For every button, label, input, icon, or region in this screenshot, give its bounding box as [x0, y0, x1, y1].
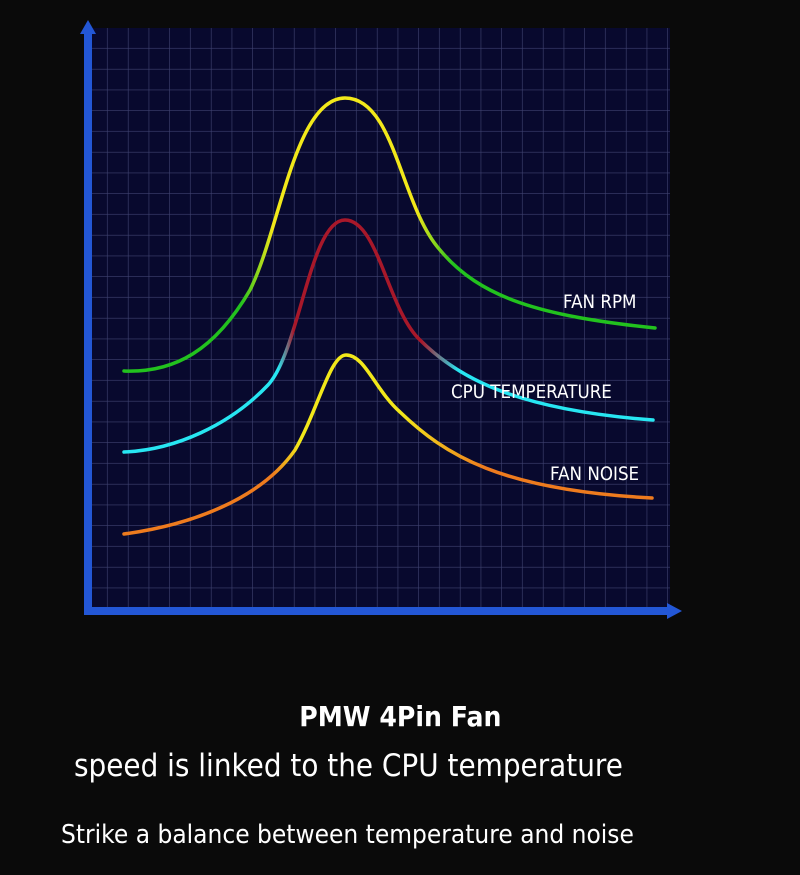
- caption-subtitle-text: speed is linked to the CPU temperature: [74, 748, 623, 784]
- label-fan-noise: FAN NOISE: [550, 463, 640, 485]
- caption-title-text: PMW 4Pin Fan: [298, 700, 502, 733]
- chart-canvas: [80, 20, 682, 619]
- label-cpu-temperature: CPU TEMPERATURE: [451, 381, 612, 403]
- x-axis-arrow-icon: [667, 603, 682, 619]
- chart-grid: [88, 28, 670, 612]
- caption-subtitle: speed is linked to the CPU temperature: [74, 748, 684, 784]
- caption-title: PMW 4Pin Fan: [0, 700, 800, 733]
- caption-tagline: Strike a balance between temperature and…: [61, 820, 698, 850]
- x-axis: [84, 603, 682, 619]
- series-cpu-temperature-line: [122, 218, 655, 454]
- series-fan-rpm-line: [122, 96, 657, 373]
- caption-tagline-text: Strike a balance between temperature and…: [61, 820, 634, 850]
- y-axis: [80, 20, 96, 615]
- label-fan-rpm: FAN RPM: [563, 291, 637, 313]
- series-fan-noise-line: [122, 353, 654, 536]
- y-axis-arrow-icon: [80, 20, 96, 34]
- fan-curve-chart: FAN RPM CPU TEMPERATURE FAN NOISE: [80, 20, 682, 619]
